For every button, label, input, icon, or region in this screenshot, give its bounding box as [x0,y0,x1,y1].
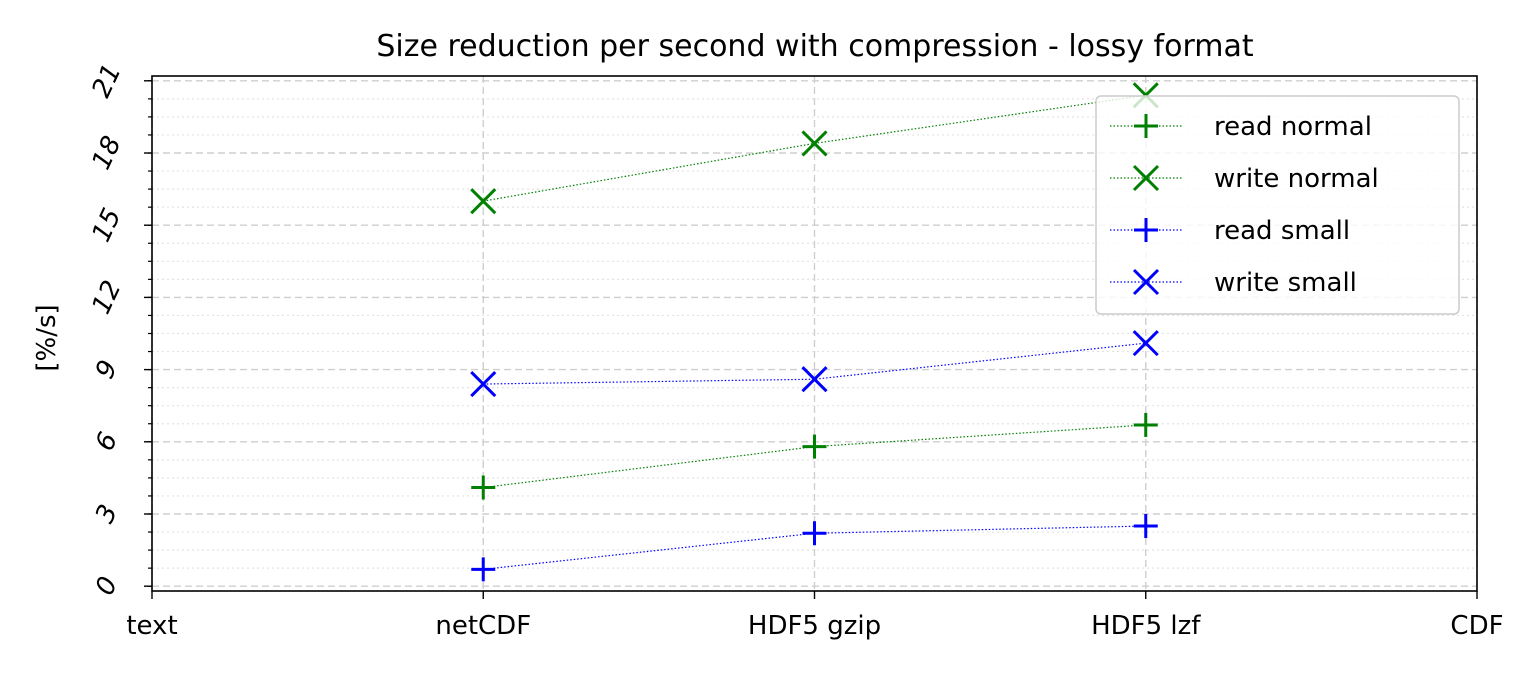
data-point-marker-d2 [470,370,497,398]
legend-label: read normal [1214,112,1372,142]
data-point [470,370,497,398]
legend-marker-d2 [1132,164,1160,192]
y-tick-label: 9 [90,356,124,384]
data-point [802,521,827,546]
data-point [801,366,828,393]
data-point-marker-d2 [801,130,828,157]
data-point [1133,412,1158,437]
legend-label: write normal [1214,164,1379,194]
data-point [1132,330,1159,357]
data-point-marker-d2 [801,366,828,393]
x-tick-label: HDF5 gzip [748,611,881,641]
y-tick-label: 15 [86,204,127,247]
data-point [471,475,496,500]
x-tick-label: CDF [1450,611,1503,641]
legend-entry: read normal [1110,112,1372,142]
y-tick-label: 21 [86,59,127,102]
x-tick-label: text [126,611,177,641]
y-tick-label: 0 [90,572,124,600]
y-tick-label: 3 [90,500,124,528]
series-line [483,342,1146,385]
legend-entry: read small [1110,216,1350,246]
series-write-small [470,330,1159,398]
series-read-normal [471,412,1158,500]
data-point-marker-d2 [470,188,497,215]
legend-entry: write normal [1110,164,1379,194]
y-axis-label: [%/s] [32,304,62,371]
data-point [471,557,496,582]
data-point [802,434,827,459]
legend-marker-d2 [1132,268,1160,296]
chart-title: Size reduction per second with compressi… [376,29,1254,64]
data-point [470,188,497,215]
y-tick-label: 12 [86,276,127,319]
legend-label: read small [1214,216,1350,246]
legend: read normal write normal read small write s… [1095,95,1460,315]
data-point [1133,514,1158,539]
data-point [801,130,828,157]
y-tick-label: 18 [86,132,127,175]
data-point-marker-d2 [1132,330,1159,357]
x-tick-label: HDF5 lzf [1091,611,1201,641]
y-tick-label: 6 [90,428,124,456]
legend-entry: write small [1110,268,1357,298]
legend-box [1095,95,1460,315]
series-read-small [471,514,1158,582]
x-tick-label: netCDF [435,611,531,641]
legend-label: write small [1214,268,1357,298]
